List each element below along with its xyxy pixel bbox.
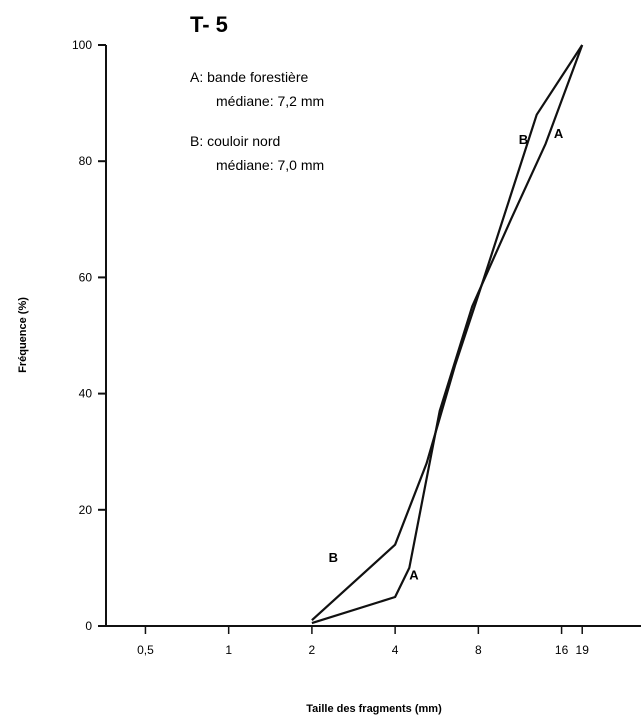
series-lines	[311, 44, 584, 625]
x-tick-label: 8	[475, 643, 482, 657]
series-line-a	[311, 44, 584, 625]
series-label-a: A	[409, 568, 419, 583]
y-tick-label: 20	[79, 503, 93, 517]
series-labels: A A B B	[329, 126, 564, 583]
x-ticks: 0,5 1 2 4 8 16 19	[137, 626, 589, 657]
series-label-b: B	[519, 132, 528, 147]
legend-entry-a-line2: médiane: 7,2 mm	[216, 93, 324, 109]
chart-title: T- 5	[190, 12, 228, 37]
x-tick-label: 0,5	[137, 643, 154, 657]
legend: A: bande forestière médiane: 7,2 mm B: c…	[190, 69, 324, 173]
y-tick-label: 0	[85, 619, 92, 633]
x-tick-label: 2	[309, 643, 316, 657]
y-tick-label: 80	[79, 154, 93, 168]
x-tick-label: 4	[392, 643, 399, 657]
legend-entry-a-line1: A: bande forestière	[190, 69, 309, 85]
series-label-a: A	[554, 126, 564, 141]
series-line-b	[311, 44, 584, 622]
series-label-b: B	[329, 550, 338, 565]
x-axis-label: Taille des fragments (mm)	[306, 703, 442, 715]
y-tick-label: 60	[79, 270, 93, 284]
legend-entry-b-line2: médiane: 7,0 mm	[216, 157, 324, 173]
x-tick-label: 19	[576, 643, 590, 657]
x-tick-label: 1	[225, 643, 232, 657]
x-tick-label: 16	[555, 643, 569, 657]
y-tick-label: 100	[72, 38, 92, 52]
y-tick-label: 40	[79, 387, 93, 401]
legend-entry-b-line1: B: couloir nord	[190, 133, 280, 149]
y-axis-label: Fréquence (%)	[17, 297, 29, 373]
y-ticks: 0 20 40 60 80 100	[72, 38, 106, 633]
